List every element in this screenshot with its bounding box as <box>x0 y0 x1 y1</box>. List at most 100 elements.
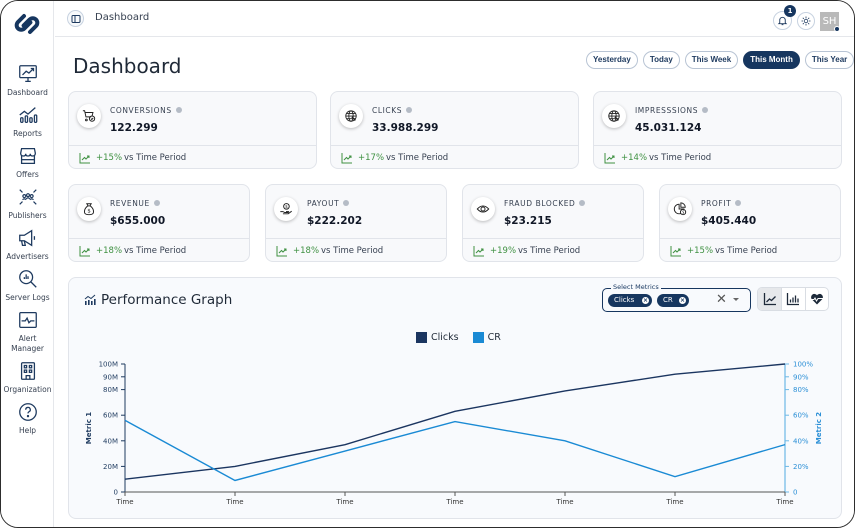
y-right-tick-label: 40% <box>793 437 809 445</box>
y-left-tick-label: 60M <box>103 412 118 420</box>
sidebar-item-reports[interactable]: Reports <box>1 104 54 139</box>
card-label: PROFIT <box>701 199 732 208</box>
trend-up-icon <box>79 153 90 164</box>
remove-chip-icon[interactable]: × <box>642 297 649 304</box>
sidebar-nav: Dashboard Reports Offers Publishers Adve… <box>1 63 54 442</box>
sidebar-item-label: Server Logs <box>5 293 50 302</box>
trend-up-icon <box>473 246 484 257</box>
eye-icon <box>476 205 490 213</box>
series-line-cr[interactable] <box>124 419 786 482</box>
trend-compare: vs Time Period <box>321 246 384 256</box>
card-label: CONVERSIONS <box>110 106 172 115</box>
sidebar-item-label: Publishers <box>8 211 47 220</box>
x-tick-label: Time <box>445 498 463 506</box>
sidebar-item-label: Dashboard <box>7 88 48 97</box>
theme-toggle-button[interactable] <box>797 12 815 30</box>
metric-chip-cr: CR × <box>657 294 689 307</box>
info-icon[interactable] <box>175 107 182 113</box>
hand-coin-icon: $ <box>280 203 292 215</box>
x-tick-label: Time <box>115 498 133 506</box>
y-right-tick-label: 100% <box>793 361 813 369</box>
sidebar-item-dashboard[interactable]: Dashboard <box>1 63 54 98</box>
info-icon[interactable] <box>579 200 586 206</box>
trend-percent: +15% <box>687 246 714 256</box>
remove-chip-icon[interactable]: × <box>679 297 686 304</box>
trend-up-icon <box>604 153 615 164</box>
sidebar-panel-icon <box>71 14 80 23</box>
x-tick-label: Time <box>665 498 683 506</box>
card-value: $405.440 <box>701 215 757 227</box>
sidebar-item-offers[interactable]: Offers <box>1 145 54 180</box>
globe-cursor-icon <box>608 110 620 122</box>
card-label: IMPRESSSIONS <box>635 106 699 115</box>
x-tick-label: Time <box>555 498 573 506</box>
legend-item-clicks[interactable]: Clicks <box>416 332 459 343</box>
sidebar-item-publishers[interactable]: Publishers <box>1 186 54 221</box>
card-label: FRAUD BLOCKED <box>504 199 576 208</box>
legend-item-cr[interactable]: CR <box>472 332 501 343</box>
info-icon[interactable] <box>702 107 709 113</box>
bar-chart-icon <box>787 293 800 306</box>
trend-compare: vs Time Period <box>124 246 187 256</box>
trend-percent: +15% <box>96 153 123 163</box>
card-label: CLICKS <box>372 106 403 115</box>
card-value: $655.000 <box>110 215 166 227</box>
brand-logo[interactable] <box>12 10 42 38</box>
info-icon[interactable] <box>153 200 160 206</box>
info-icon[interactable] <box>406 107 413 113</box>
y-right-tick-label: 20% <box>793 463 809 471</box>
trend-up-icon <box>341 153 352 164</box>
x-tick-label: Time <box>225 498 243 506</box>
card-value: 45.031.124 <box>635 122 702 134</box>
trend-percent: +18% <box>293 246 320 256</box>
svg-text:$: $ <box>87 209 90 215</box>
megaphone-icon <box>18 229 35 247</box>
bell-icon <box>777 16 788 26</box>
y-left-tick-label: 90M <box>103 373 118 381</box>
chevron-down-icon[interactable] <box>733 298 739 301</box>
x-tick-label: Time <box>335 498 353 506</box>
sidebar-item-label: Help <box>18 426 37 435</box>
chart-legend: Clicks CR <box>416 332 509 343</box>
period-this-year-button[interactable]: This Year <box>804 51 854 69</box>
card-value: $23.215 <box>504 215 552 227</box>
line-chart-button[interactable] <box>758 288 782 310</box>
trend-compare: vs Time Period <box>715 246 778 256</box>
y-left-tick-label: 100M <box>99 361 118 369</box>
card-value: $222.202 <box>307 215 363 227</box>
period-this-week-button[interactable]: This Week <box>684 51 739 69</box>
metric-chip-clicks: Clicks × <box>608 294 652 307</box>
sidebar-item-help[interactable]: Help <box>1 401 54 436</box>
stat-card-payout: $ PAYOUT $222.202 +18% vs Time Period <box>265 184 447 262</box>
sidebar-item-advertisers[interactable]: Advertisers <box>1 227 54 262</box>
graph-title: Performance Graph <box>101 292 233 308</box>
period-yesterday-button[interactable]: Yesterday <box>586 51 638 69</box>
sidebar-item-label: Reports <box>13 129 42 138</box>
y-right-tick-label: 80% <box>793 386 809 394</box>
metrics-select[interactable]: Select Metrics Clicks × CR × ✕ <box>602 283 751 312</box>
performance-line-chart: 0 20M 40M 60M 80M 90M 100M 0 20% 40% 60% 80% 90% 100… <box>85 361 823 507</box>
info-icon[interactable] <box>343 200 350 206</box>
search-chart-icon <box>18 270 37 288</box>
toggle-sidebar-button[interactable] <box>67 10 84 27</box>
health-chart-button[interactable] <box>804 288 828 310</box>
y-axis-right-label: Metric 2 <box>815 412 823 444</box>
svg-text:$: $ <box>682 210 685 215</box>
trend-compare: vs Time Period <box>649 153 712 163</box>
card-label: REVENUE <box>110 199 150 208</box>
stat-card-profit: $ PROFIT $405.440 +15% vs Time Period <box>659 184 841 262</box>
sidebar-item-organization[interactable]: Organization <box>1 360 54 395</box>
sidebar-item-alert-manager[interactable]: Alert Manager <box>1 309 54 354</box>
clear-selection-icon[interactable]: ✕ <box>716 292 727 307</box>
period-this-month-button[interactable]: This Month <box>743 51 800 69</box>
line-chart-icon <box>763 293 776 306</box>
bar-chart-button[interactable] <box>781 288 804 310</box>
sidebar-item-server-logs[interactable]: Server Logs <box>1 268 54 303</box>
card-label: PAYOUT <box>307 199 340 208</box>
period-today-button[interactable]: Today <box>642 51 680 69</box>
info-icon[interactable] <box>735 200 742 206</box>
pulse-monitor-icon <box>18 312 37 328</box>
legend-swatch <box>416 332 427 343</box>
trend-up-icon <box>276 246 287 257</box>
